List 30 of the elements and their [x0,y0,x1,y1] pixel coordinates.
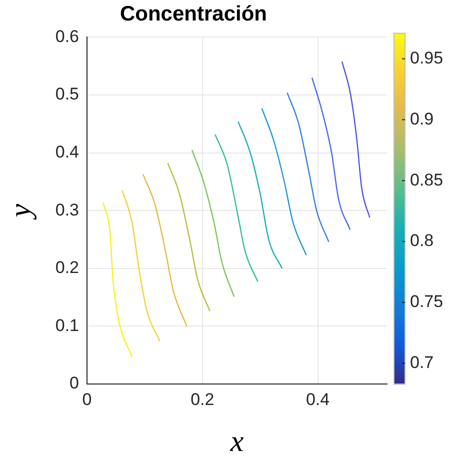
y-tick-label: 0.4 [55,142,79,162]
line-series [214,134,258,282]
color-bar-label: 0.95 [410,48,444,68]
color-bar-label: 0.9 [410,109,434,128]
x-tick-label: 0.4 [306,390,330,409]
line-series [167,162,210,312]
y-tick-label: 0 [70,374,79,393]
line-series [122,190,160,342]
color-bar-label: 0.75 [410,292,444,312]
line-series [261,108,307,256]
line-series [286,92,330,242]
line-series [142,174,188,327]
line-series [311,77,351,230]
line-series [341,60,370,218]
color-bar-label: 0.8 [410,231,434,250]
y-tick-label: 0.1 [55,316,79,335]
x-axis-title: x [229,424,244,458]
line-series [191,149,235,298]
color-bar-label: 0.85 [410,170,444,190]
x-tick-label: 0.2 [190,390,214,409]
y-tick-label: 0.6 [55,26,79,46]
y-axis-title: y [4,203,37,220]
y-tick-label: 0.3 [55,200,79,220]
color-bar-label: 0.7 [410,352,434,372]
x-tick-label: 0 [82,390,92,409]
y-tick-label: 0.2 [55,258,79,278]
chart-title: Concentración [120,2,268,26]
y-tick-label: 0.5 [55,84,79,104]
line-series [102,202,133,358]
line-series [238,120,283,269]
